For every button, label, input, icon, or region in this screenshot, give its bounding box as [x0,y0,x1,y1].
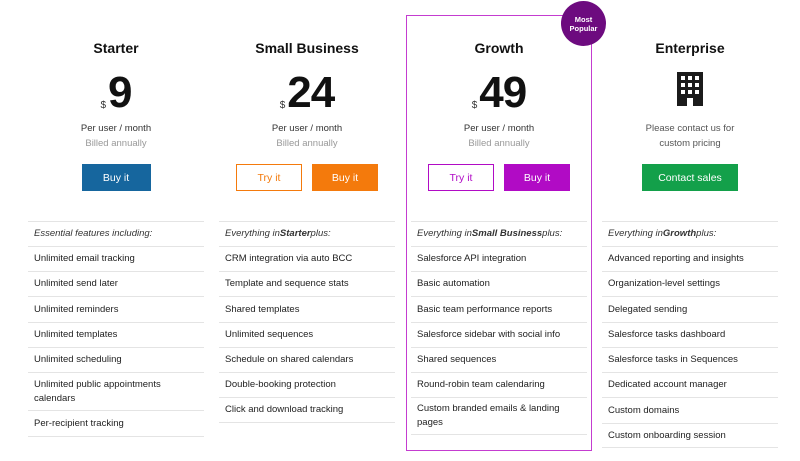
feature-intro: Everything in Growth plus: [602,221,778,246]
intro-suffix: plus: [696,228,717,239]
list-item: Basic automation [411,271,587,296]
list-item: Double-booking protection [219,372,395,397]
list-item: Unlimited email tracking [28,246,204,271]
list-item: Organization-level settings [602,271,778,296]
billed-label: Billed annually [468,138,530,149]
feature-intro: Essential features including: [28,221,204,246]
list-item: Custom domains [602,397,778,423]
building-icon [677,72,703,106]
buy-button[interactable]: Buy it [504,164,570,191]
list-item: Round-robin team calendaring [411,372,587,397]
list-item: Delegated sending [602,296,778,322]
intro-prefix: Everything in [225,228,280,239]
list-item: Custom branded emails & landing pages [411,397,587,435]
feature-list-starter: Essential features including: Unlimited … [28,221,204,437]
buy-button[interactable]: Buy it [312,164,378,191]
list-item: Unlimited templates [28,322,204,347]
intro-plan-name: Growth [662,228,697,239]
intro-prefix: Everything in [608,228,663,239]
plan-title: Enterprise [655,40,725,56]
plan-title: Growth [474,40,524,56]
try-button[interactable]: Try it [236,164,302,191]
feature-intro: Everything in Starter plus: [219,221,395,246]
per-user-label: Per user / month [80,123,152,134]
intro-suffix: plus: [310,228,331,239]
feature-list-enterprise: Everything in Growth plus: Advanced repo… [602,221,778,448]
intro-prefix: Everything in [417,228,472,239]
list-item: Schedule on shared calendars [219,347,395,372]
list-item: Advanced reporting and insights [602,246,778,271]
list-item: Shared templates [219,296,395,322]
contact-sales-button[interactable]: Contact sales [642,164,738,191]
per-user-label: Per user / month [463,123,535,134]
list-item: Custom onboarding session [602,423,778,448]
list-item: Template and sequence stats [219,271,395,296]
feature-list-growth: Everything in Small Business plus: Sales… [411,221,587,435]
contact-text-line-1: Please contact us for [645,123,735,134]
plan-price: $ 24 [279,68,336,117]
list-item: Unlimited reminders [28,296,204,322]
plan-price: $ 9 [100,68,133,117]
list-item: Salesforce sidebar with social info [411,322,587,347]
contact-text-line-2: custom pricing [659,138,721,149]
feature-intro: Everything in Small Business plus: [411,221,587,246]
plan-title: Small Business [255,40,359,56]
plan-enterprise: Enterprise Please contact us for custom … [602,0,778,461]
intro-suffix: plus: [542,228,563,239]
list-item: CRM integration via auto BCC [219,246,395,271]
price-amount: 9 [108,68,133,117]
list-item: Salesforce API integration [411,246,587,271]
intro-plan-name: Small Business [471,228,543,239]
list-item: Basic team performance reports [411,296,587,322]
plan-price: $ 49 [471,68,528,117]
plan-small-business: Small Business $ 24 Per user / month Bil… [219,0,395,461]
list-item: Click and download tracking [219,397,395,423]
intro-plan-name: Starter [279,228,311,239]
list-item: Unlimited send later [28,271,204,296]
currency-symbol: $ [100,100,107,111]
currency-symbol: $ [471,100,478,111]
badge-line-1: Most [574,14,593,24]
list-item: Unlimited sequences [219,322,395,347]
most-popular-badge: Most Popular [561,1,606,46]
try-button[interactable]: Try it [428,164,494,191]
plan-growth: Growth $ 49 Per user / month Billed annu… [411,0,587,461]
per-user-label: Per user / month [271,123,343,134]
currency-symbol: $ [279,100,286,111]
plan-title: Starter [93,40,139,56]
buy-button[interactable]: Buy it [81,164,151,191]
billed-label: Billed annually [85,138,147,149]
growth-highlight-frame [406,15,592,451]
list-item: Per-recipient tracking [28,410,204,437]
plan-starter: Starter $ 9 Per user / month Billed annu… [28,0,204,461]
price-amount: 24 [287,68,335,117]
list-item: Salesforce tasks in Sequences [602,347,778,372]
list-item: Salesforce tasks dashboard [602,322,778,347]
list-item: Unlimited scheduling [28,347,204,372]
list-item: Shared sequences [411,347,587,372]
price-amount: 49 [479,68,527,117]
feature-list-small-business: Everything in Starter plus: CRM integrat… [219,221,395,423]
billed-label: Billed annually [276,138,338,149]
list-item: Unlimited public appointments calendars [28,372,204,410]
list-item: Dedicated account manager [602,372,778,397]
badge-line-2: Popular [569,23,598,33]
